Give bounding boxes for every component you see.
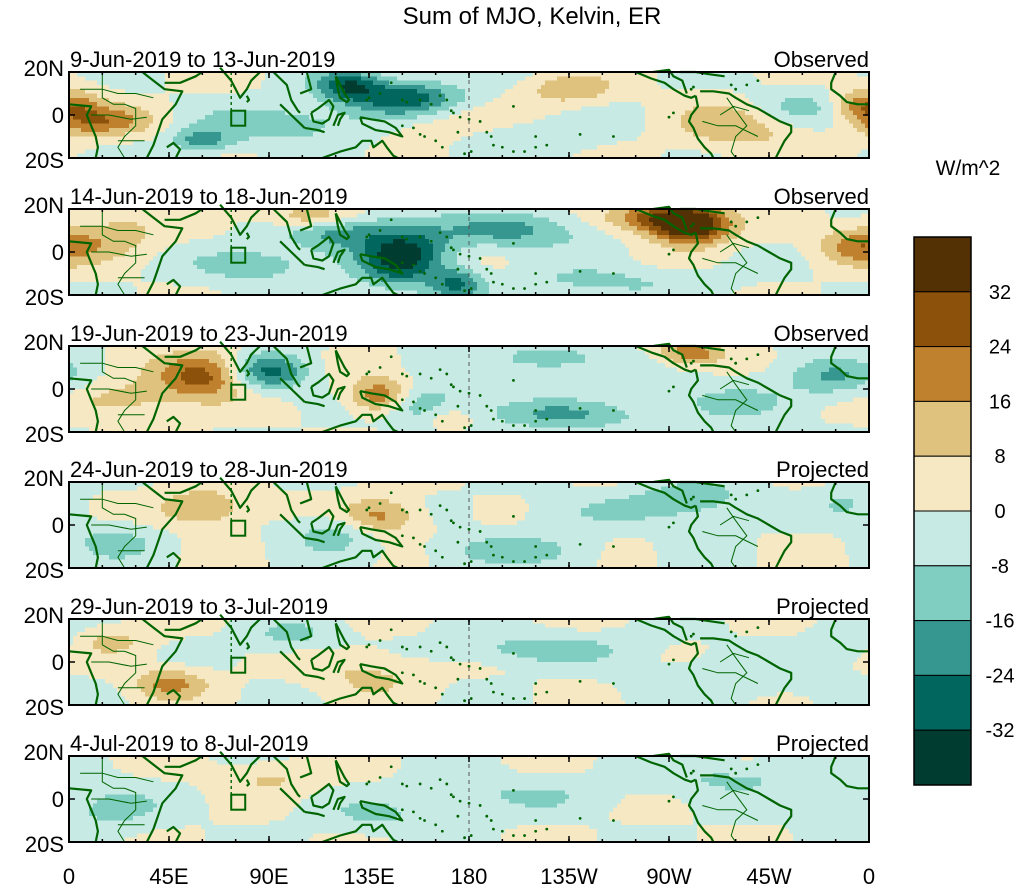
colorbar-tick-label: 0 xyxy=(994,501,1005,523)
lat-tick-label: 20S xyxy=(25,832,64,857)
islands xyxy=(365,79,760,156)
colorbar-swatch xyxy=(913,510,972,567)
coastlines xyxy=(68,613,869,707)
map-panel: 20N 0 20S 24-Jun-2019 to 28-Jun-2019 Project… xyxy=(24,457,870,583)
colorbar-swatch xyxy=(913,400,972,457)
region-box-marker xyxy=(230,519,247,537)
lat-tick-label: 20N xyxy=(24,193,64,218)
lat-tick-label: 20S xyxy=(25,695,64,720)
region-box-marker xyxy=(230,246,247,264)
panel-status-label: Observed xyxy=(774,184,869,209)
colorbar-tick-label: 16 xyxy=(989,391,1011,413)
map-panel: 20N 0 20S 14-Jun-2019 to 18-Jun-2019 Observe… xyxy=(24,184,870,310)
panel-status-label: Projected xyxy=(776,594,869,619)
colorbar-tick-label: -32 xyxy=(986,720,1015,742)
lat-tick-label: 20S xyxy=(25,148,64,173)
olr-anomaly-field xyxy=(69,756,870,843)
lon-tick-label: 135E xyxy=(343,864,394,889)
lon-tick-label: 45W xyxy=(746,864,791,889)
map-panels: 20N 0 20S 9-Jun-2019 to 13-Jun-2019 Observed… xyxy=(24,47,870,857)
region-box-marker xyxy=(230,793,247,811)
map-panel: 20N 0 20S 19-Jun-2019 to 23-Jun-2019 Observe… xyxy=(24,321,870,447)
panel-period-label: 9-Jun-2019 to 13-Jun-2019 xyxy=(70,47,335,72)
region-box-marker xyxy=(230,383,247,401)
country-borders xyxy=(80,482,759,569)
colorbar-swatch xyxy=(913,236,972,293)
colorbar-tick-label: 24 xyxy=(989,337,1011,359)
colorbar-swatch xyxy=(913,565,972,622)
panel-period-label: 29-Jun-2019 to 3-Jul-2019 xyxy=(70,594,328,619)
lon-tick-label: 135W xyxy=(540,864,598,889)
islands xyxy=(365,353,760,430)
lat-tick-label: 20S xyxy=(25,558,64,583)
panel-status-label: Observed xyxy=(774,321,869,346)
colorbar-swatch xyxy=(913,620,972,676)
colorbar-swatch xyxy=(913,291,972,348)
lat-tick-label: 20S xyxy=(25,285,64,310)
lat-tick-label: 20N xyxy=(24,56,64,81)
country-borders xyxy=(80,756,759,843)
colorbar-swatch xyxy=(913,674,972,731)
lat-tick-label: 0 xyxy=(52,650,64,675)
colorbar-swatch xyxy=(913,455,972,512)
lon-tick-label: 0 xyxy=(863,864,875,889)
lon-tick-label: 0 xyxy=(63,864,75,889)
coastlines xyxy=(68,66,869,160)
coastlines xyxy=(68,203,869,297)
panel-period-label: 19-Jun-2019 to 23-Jun-2019 xyxy=(70,321,348,346)
olr-anomaly-field xyxy=(69,209,870,296)
colorbar-units-label: W/m^2 xyxy=(936,157,1001,180)
islands xyxy=(365,489,760,566)
longitude-axis: 0 45E 90E 135E 180 135W 90W 45W 0 xyxy=(63,864,875,889)
islands xyxy=(365,626,760,703)
map-panel: 20N 0 20S 4-Jul-2019 to 8-Jul-2019 Projected xyxy=(24,731,870,857)
lat-tick-label: 0 xyxy=(52,240,64,265)
country-borders xyxy=(80,72,759,159)
olr-anomaly-field xyxy=(69,619,870,706)
lat-tick-label: 20N xyxy=(24,740,64,765)
colorbar-tick-label: 32 xyxy=(989,282,1011,304)
lat-tick-label: 20N xyxy=(24,603,64,628)
lat-tick-label: 0 xyxy=(52,513,64,538)
colorbar-tick-label: -8 xyxy=(991,556,1009,578)
olr-anomaly-field xyxy=(69,346,870,433)
lon-tick-label: 90E xyxy=(249,864,288,889)
coastlines xyxy=(68,340,869,434)
lon-tick-label: 180 xyxy=(451,864,488,889)
olr-anomaly-field xyxy=(69,482,870,569)
panel-status-label: Observed xyxy=(774,47,869,72)
panel-period-label: 14-Jun-2019 to 18-Jun-2019 xyxy=(70,184,348,209)
lat-tick-label: 20N xyxy=(24,466,64,491)
panel-status-label: Projected xyxy=(776,731,869,756)
lat-tick-label: 20N xyxy=(24,330,64,355)
lat-tick-label: 0 xyxy=(52,103,64,128)
map-panel: 20N 0 20S 9-Jun-2019 to 13-Jun-2019 Observed xyxy=(24,47,870,173)
lat-tick-label: 20S xyxy=(25,422,64,447)
region-box-marker xyxy=(230,656,247,674)
colorbar-tick-label: 8 xyxy=(994,446,1005,468)
country-borders xyxy=(80,209,759,296)
region-box-marker xyxy=(230,109,247,127)
colorbar: W/m^2 32 24 16 8 0 -8 -16 -24 -32 xyxy=(913,157,1015,786)
colorbar-swatch xyxy=(913,729,972,786)
lon-tick-label: 90W xyxy=(646,864,691,889)
islands xyxy=(365,763,760,840)
colorbar-tick-label: -24 xyxy=(986,665,1015,687)
map-panel: 20N 0 20S 29-Jun-2019 to 3-Jul-2019 Projecte… xyxy=(24,594,870,720)
islands xyxy=(365,216,760,293)
lat-tick-label: 0 xyxy=(52,377,64,402)
country-borders xyxy=(80,346,759,433)
panel-period-label: 4-Jul-2019 to 8-Jul-2019 xyxy=(70,731,308,756)
lon-tick-label: 45E xyxy=(149,864,188,889)
panel-period-label: 24-Jun-2019 to 28-Jun-2019 xyxy=(70,457,348,482)
lat-tick-label: 0 xyxy=(52,787,64,812)
colorbar-tick-label: -16 xyxy=(986,611,1015,633)
colorbar-swatch xyxy=(913,346,972,402)
country-borders xyxy=(80,619,759,706)
panel-status-label: Projected xyxy=(776,457,869,482)
figure-title: Sum of MJO, Kelvin, ER xyxy=(403,3,662,30)
